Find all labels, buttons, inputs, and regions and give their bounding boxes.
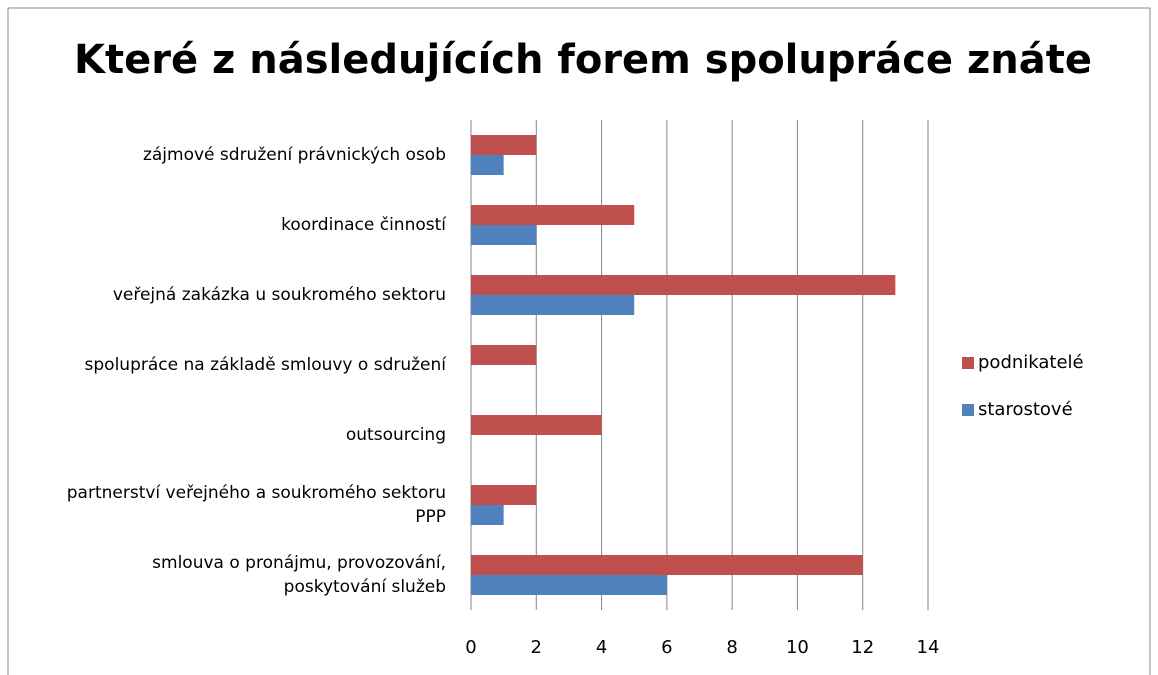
legend-swatch [962, 404, 974, 416]
x-tick-label: 10 [786, 637, 809, 658]
x-tick-label: 0 [465, 637, 476, 658]
bar [471, 555, 863, 575]
x-tick-label: 12 [851, 637, 874, 658]
bar [471, 155, 504, 175]
bar [471, 135, 537, 155]
y-tick-label: spolupráce na základě smlouvy o sdružení [85, 355, 448, 375]
bar [471, 575, 667, 595]
bar [471, 415, 602, 435]
bar [471, 275, 896, 295]
y-tick-label: koordinace činností [281, 215, 447, 235]
y-tick-label: outsourcing [346, 425, 446, 445]
bar [471, 225, 537, 245]
bar [471, 205, 635, 225]
bar [471, 345, 537, 365]
y-tick-label: veřejná zakázka u soukromého sektoru [113, 285, 446, 305]
x-tick-label: 6 [661, 637, 672, 658]
x-tick-label: 8 [726, 637, 737, 658]
x-tick-label: 14 [917, 637, 940, 658]
legend-label: podnikatelé [978, 352, 1084, 373]
bar [471, 295, 635, 315]
x-tick-label: 2 [531, 637, 542, 658]
bar [471, 505, 504, 525]
legend-swatch [962, 357, 974, 369]
legend-label: starostové [978, 399, 1073, 420]
y-tick-label: zájmové sdružení právnických osob [143, 145, 446, 165]
y-tick-label: smlouva o pronájmu, provozování, poskytov… [152, 553, 446, 597]
bar [471, 485, 537, 505]
y-tick-label: partnerství veřejného a soukromého sekto… [67, 483, 446, 527]
chart-title: Které z následujících forem spolupráce z… [74, 37, 1092, 83]
x-tick-label: 4 [596, 637, 607, 658]
chart-frame [7, 7, 1151, 675]
